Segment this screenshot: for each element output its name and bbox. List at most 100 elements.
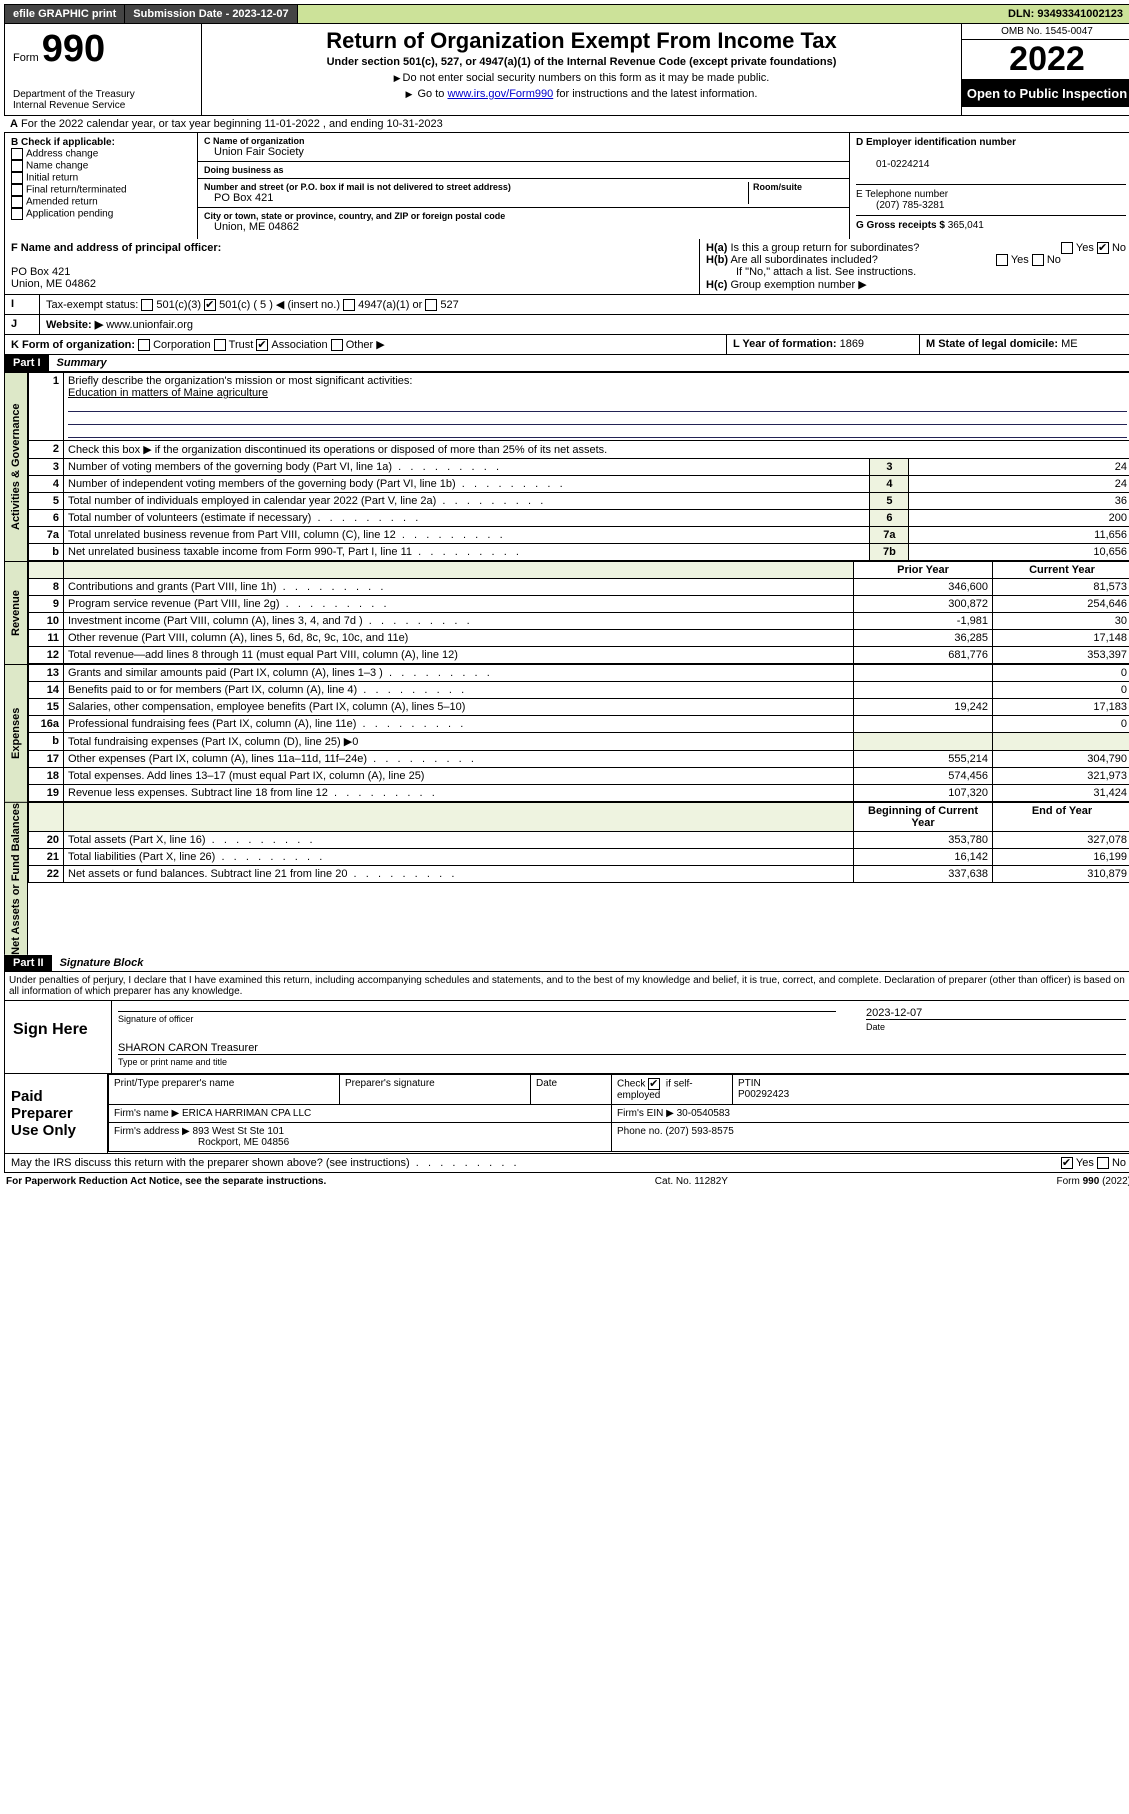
line22-eoy: 310,879 <box>993 866 1129 883</box>
officer-addr2: Union, ME 04862 <box>11 278 96 290</box>
state-domicile-label: M State of legal domicile: <box>926 338 1058 350</box>
form-prefix: Form <box>13 52 39 64</box>
cb-trust[interactable] <box>214 339 226 351</box>
cb-assoc[interactable] <box>256 339 268 351</box>
form-subtitle: Under section 501(c), 527, or 4947(a)(1)… <box>210 56 953 68</box>
part1-title: Summary <box>49 355 115 371</box>
hb-label: Are all subordinates included? <box>730 254 877 266</box>
side-activities-governance: Activities & Governance <box>4 372 28 561</box>
cb-ha-yes[interactable] <box>1061 242 1073 254</box>
line15-cur: 17,183 <box>993 699 1129 716</box>
line22-boy: 337,638 <box>854 866 993 883</box>
part2-title: Signature Block <box>52 955 152 971</box>
cb-initial-return[interactable] <box>11 172 23 184</box>
row-a-tax-year: A For the 2022 calendar year, or tax yea… <box>4 116 1129 133</box>
side-revenue: Revenue <box>4 561 28 664</box>
hb-note: If "No," attach a list. See instructions… <box>706 266 916 278</box>
line10-prior: -1,981 <box>854 613 993 630</box>
irs-link[interactable]: www.irs.gov/Form990 <box>447 88 553 100</box>
part2-header: Part II <box>5 955 52 971</box>
cb-final-return[interactable] <box>11 184 23 196</box>
hc-label: Group exemption number ▶ <box>730 279 866 291</box>
cb-other[interactable] <box>331 339 343 351</box>
line3-val: 24 <box>909 459 1129 476</box>
officer-addr1: PO Box 421 <box>11 266 70 278</box>
footer-form: 990 <box>1083 1176 1100 1187</box>
ptin: P00292423 <box>738 1089 789 1100</box>
cb-corp[interactable] <box>138 339 150 351</box>
line20-eoy: 327,078 <box>993 832 1129 849</box>
cb-4947[interactable] <box>343 299 355 311</box>
prep-name-label: Print/Type preparer's name <box>109 1075 340 1105</box>
officer-name-label: Type or print name and title <box>118 1057 1126 1067</box>
officer-name: SHARON CARON Treasurer <box>118 1042 1126 1054</box>
cb-amended[interactable] <box>11 196 23 208</box>
form-number: 990 <box>42 28 105 70</box>
line8-prior: 346,600 <box>854 579 993 596</box>
sig-officer-label: Signature of officer <box>118 1014 836 1024</box>
cb-discuss-yes[interactable] <box>1061 1157 1073 1169</box>
website: www.unionfair.org <box>106 319 193 331</box>
cb-hb-yes[interactable] <box>996 254 1008 266</box>
line17-cur: 304,790 <box>993 751 1129 768</box>
gross-receipts: 365,041 <box>948 220 984 231</box>
sig-date-label: Date <box>866 1022 1126 1032</box>
line7b-val: 10,656 <box>909 544 1129 561</box>
omb-number: OMB No. 1545-0047 <box>962 24 1129 40</box>
cb-app-pending[interactable] <box>11 208 23 220</box>
line14-cur: 0 <box>993 682 1129 699</box>
line2: Check this box ▶ if the organization dis… <box>64 441 1129 459</box>
line9-prior: 300,872 <box>854 596 993 613</box>
note-ssn: Do not enter social security numbers on … <box>403 72 770 84</box>
line12-prior: 681,776 <box>854 647 993 664</box>
ha-label: Is this a group return for subordinates? <box>730 242 919 254</box>
city-label: City or town, state or province, country… <box>204 211 843 221</box>
mission-label: Briefly describe the organization's miss… <box>68 375 412 387</box>
submission-date: Submission Date - 2023-12-07 <box>125 5 297 23</box>
firm-addr1: 893 West St Ste 101 <box>193 1126 285 1137</box>
form-header: Form 990 Department of the Treasury Inte… <box>4 24 1129 116</box>
discuss-label: May the IRS discuss this return with the… <box>11 1157 517 1169</box>
firm-ein: 30-0540583 <box>677 1108 730 1119</box>
cb-501c3[interactable] <box>141 299 153 311</box>
ein-label: D Employer identification number <box>856 137 1016 148</box>
mission-text: Education in matters of Maine agricultur… <box>68 387 268 399</box>
sign-here-label: Sign Here <box>5 1001 112 1073</box>
cb-hb-no[interactable] <box>1032 254 1044 266</box>
part1-header: Part I <box>5 355 49 371</box>
line7a-val: 11,656 <box>909 527 1129 544</box>
line17-prior: 555,214 <box>854 751 993 768</box>
cb-ha-no[interactable] <box>1097 242 1109 254</box>
line10-cur: 30 <box>993 613 1129 630</box>
line19-prior: 107,320 <box>854 785 993 802</box>
efile-print-button[interactable]: efile GRAPHIC print <box>5 5 125 23</box>
cb-name-change[interactable] <box>11 160 23 172</box>
line21-boy: 16,142 <box>854 849 993 866</box>
line13-prior <box>854 665 993 682</box>
cb-501c[interactable] <box>204 299 216 311</box>
officer-label: F Name and address of principal officer: <box>11 242 221 254</box>
perjury-text: Under penalties of perjury, I declare th… <box>4 972 1129 1001</box>
cat-no: Cat. No. 11282Y <box>655 1176 728 1187</box>
gross-receipts-label: G Gross receipts $ <box>856 220 945 231</box>
side-net-assets: Net Assets or Fund Balances <box>4 802 28 955</box>
street-label: Number and street (or P.O. box if mail i… <box>204 182 748 192</box>
form-title: Return of Organization Exempt From Incom… <box>210 28 953 54</box>
street: PO Box 421 <box>204 192 748 204</box>
paid-preparer-label: Paid Preparer Use Only <box>5 1074 108 1153</box>
topbar: efile GRAPHIC print Submission Date - 20… <box>4 4 1129 24</box>
ein: 01-0224214 <box>856 159 929 170</box>
cb-527[interactable] <box>425 299 437 311</box>
firm-addr2: Rockport, ME 04856 <box>114 1137 289 1148</box>
cb-discuss-no[interactable] <box>1097 1157 1109 1169</box>
line9-cur: 254,646 <box>993 596 1129 613</box>
org-name: Union Fair Society <box>204 146 843 158</box>
dba-label: Doing business as <box>204 165 843 175</box>
line19-cur: 31,424 <box>993 785 1129 802</box>
line5-val: 36 <box>909 493 1129 510</box>
phone: (207) 785-3281 <box>856 200 944 211</box>
cb-self-employed[interactable] <box>648 1078 660 1090</box>
line14-prior <box>854 682 993 699</box>
treasury-dept: Department of the Treasury Internal Reve… <box>13 89 193 111</box>
cb-address-change[interactable] <box>11 148 23 160</box>
